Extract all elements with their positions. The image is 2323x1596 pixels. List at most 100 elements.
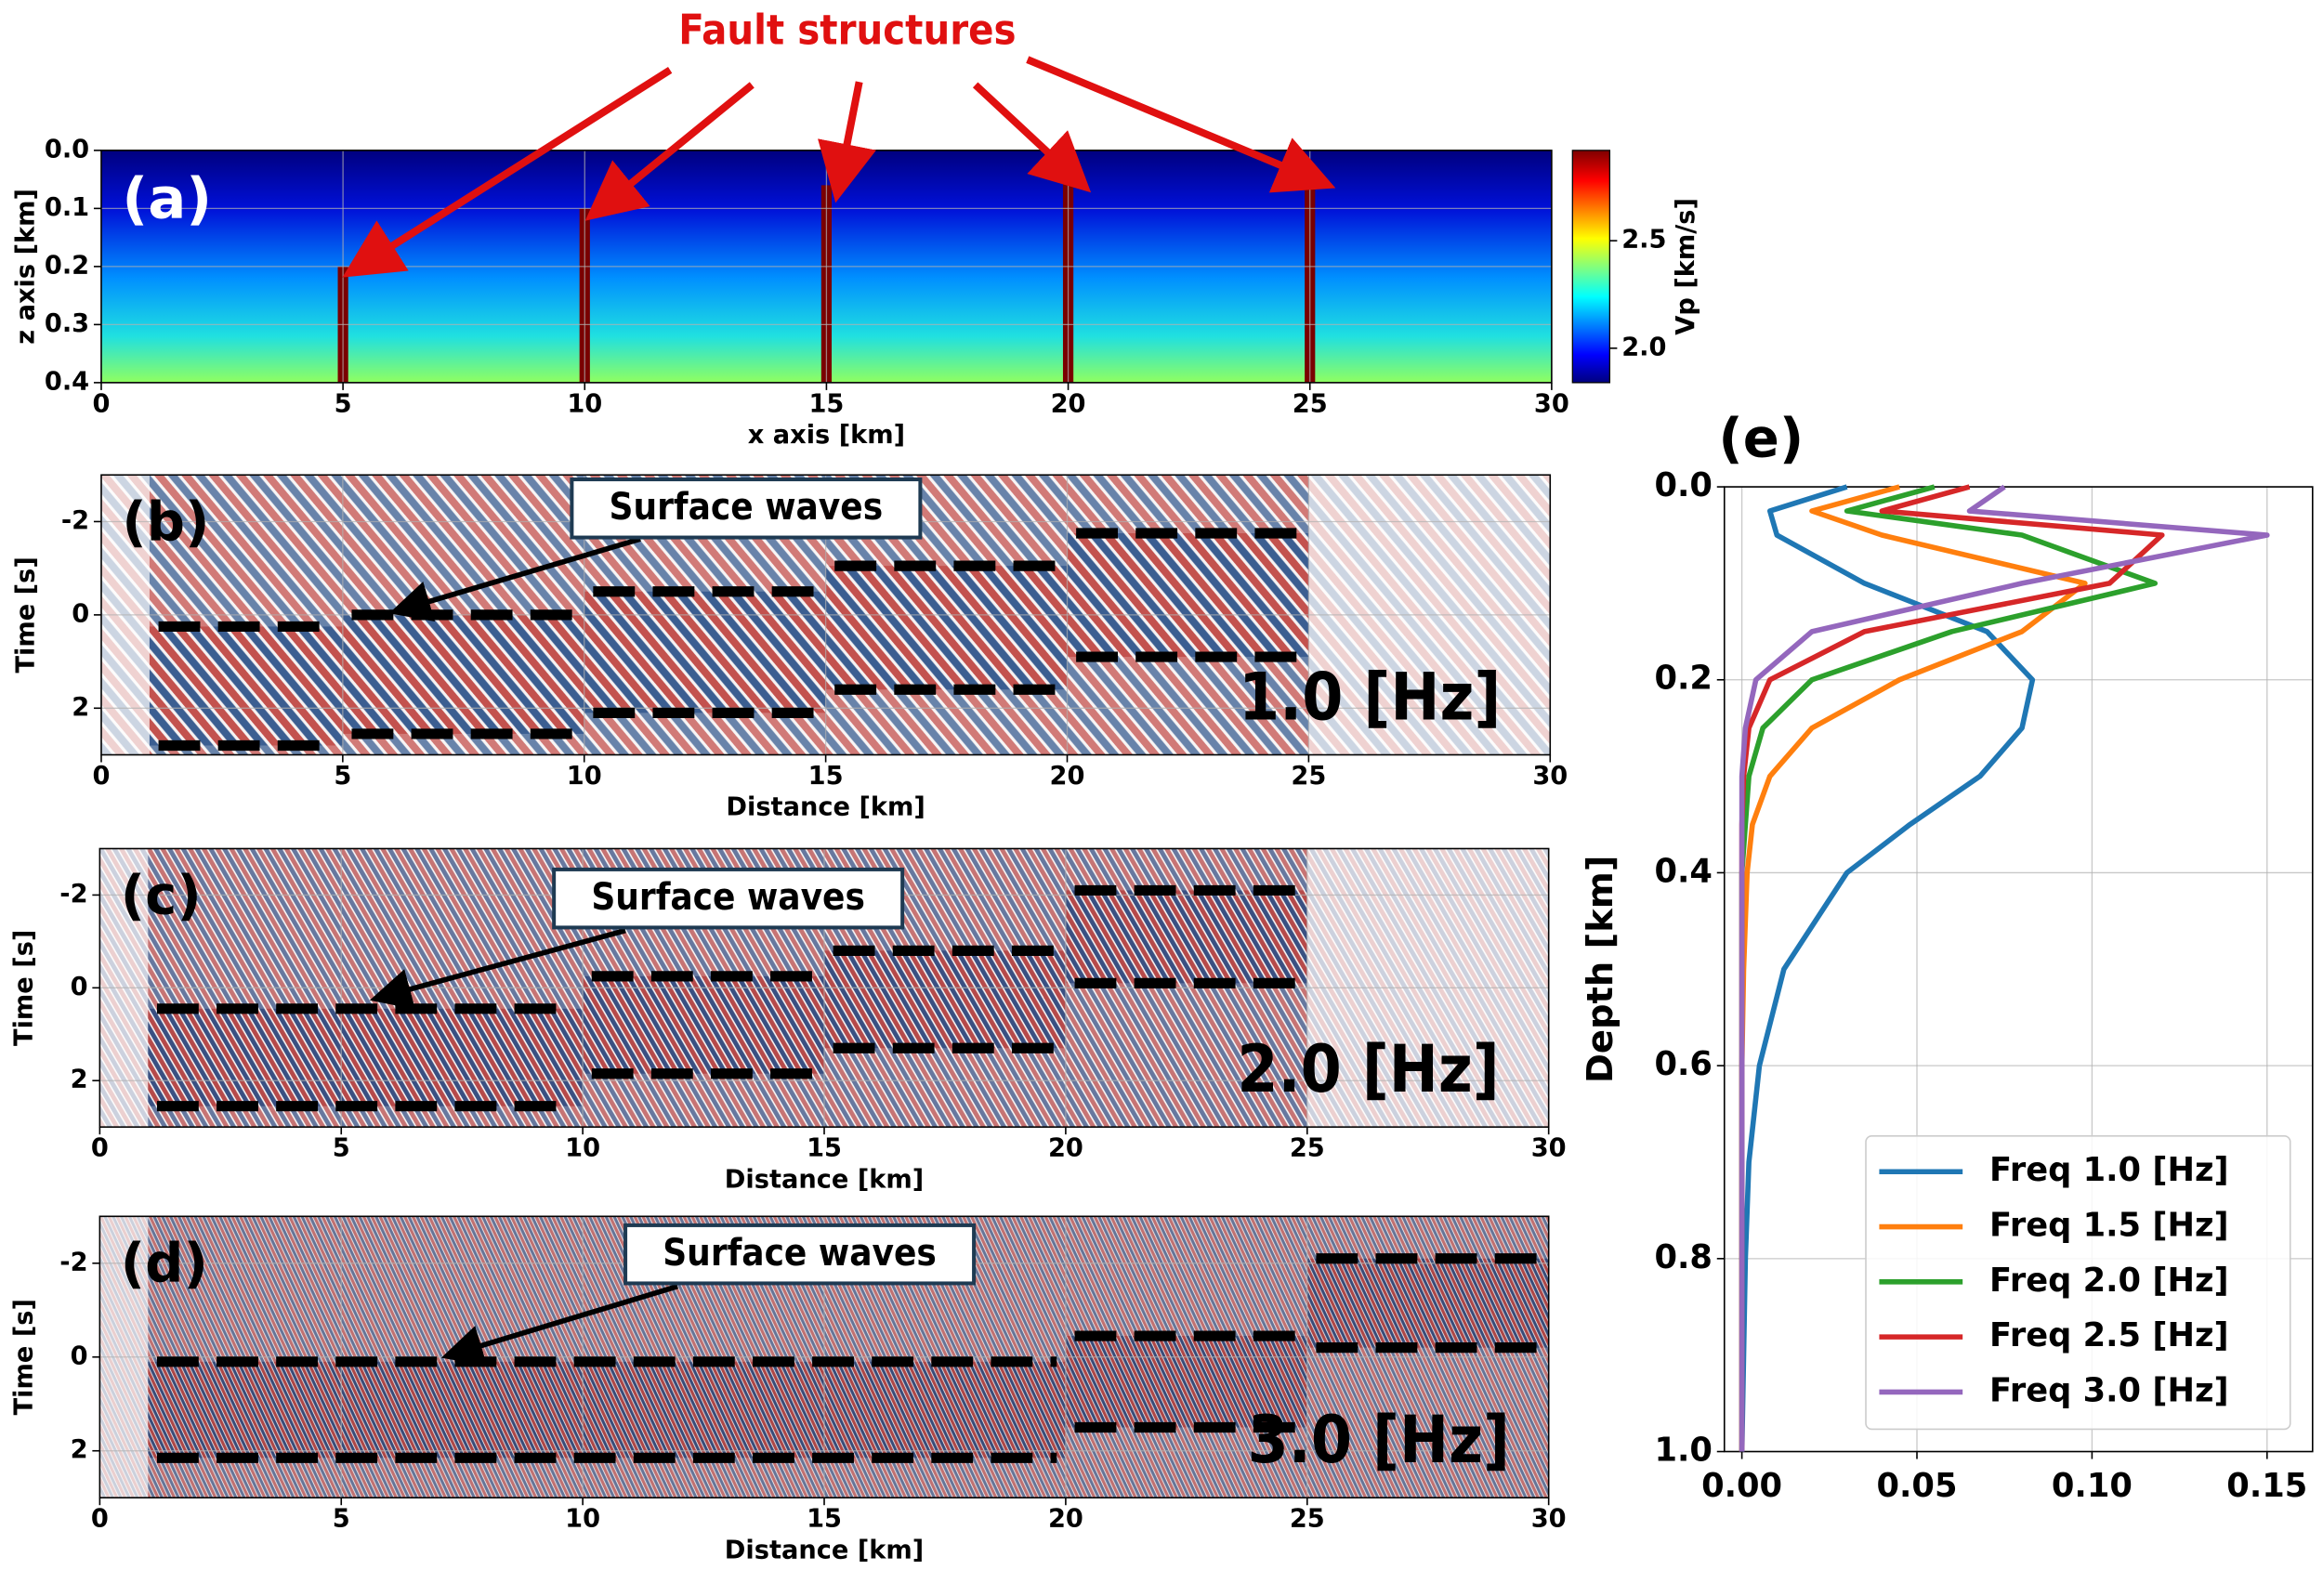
colorbar-label: Vp [km/s] (1672, 198, 1700, 335)
x-tick-label: 10 (567, 389, 602, 418)
y-tick-label: 0.6 (1654, 1045, 1712, 1083)
y-tick-label: 2 (72, 693, 89, 722)
annotation-arrow (342, 66, 673, 278)
legend-box (1865, 1134, 2291, 1431)
y-axis-label: Time [s] (10, 930, 39, 1046)
legend-label: Freq 2.0 [Hz] (1989, 1262, 2229, 1300)
x-tick-label: 25 (1290, 1505, 1325, 1534)
x-tick-label: 5 (335, 389, 352, 418)
y-tick-label: 0 (71, 1341, 88, 1370)
annotation-arrow (440, 1283, 678, 1367)
panel-label: (a) (122, 166, 212, 232)
colorbar-tick-label: 2.5 (1621, 226, 1666, 255)
x-tick-label: 0.00 (1701, 1467, 1782, 1505)
y-tick-label: 0.4 (1654, 852, 1712, 890)
wave-window (824, 950, 1066, 1049)
y-tick-label: 1.0 (1654, 1432, 1712, 1470)
axes-frame (100, 474, 1552, 756)
panel-label: (c) (121, 864, 202, 927)
x-tick-label: 0 (92, 389, 110, 418)
x-tick-label: 20 (1050, 762, 1085, 791)
y-tick-label: -2 (59, 880, 87, 909)
annotation-arrow (584, 82, 755, 221)
colorbar-tick-label: 2.0 (1621, 333, 1666, 361)
y-tick-label: 0.0 (45, 135, 89, 164)
annotation: Surface waves (591, 876, 865, 919)
y-tick-label: 0 (72, 599, 89, 628)
x-tick-label: 10 (565, 1505, 600, 1534)
x-axis-label: Distance [km] (725, 1165, 924, 1194)
x-tick-label: 30 (1531, 1134, 1567, 1163)
y-tick-label: 0.2 (1654, 660, 1712, 698)
x-tick-label: 0.15 (2226, 1467, 2307, 1505)
annotation-arrow (369, 927, 626, 1010)
x-tick-label: 0.05 (1877, 1467, 1958, 1505)
y-tick-label: 0.3 (45, 309, 89, 338)
annotation-box (552, 867, 905, 930)
x-tick-label: 15 (807, 1505, 842, 1534)
x-tick-label: 0.10 (2052, 1467, 2133, 1505)
legend-label: Freq 1.0 [Hz] (1989, 1151, 2229, 1189)
x-tick-label: 0 (91, 1134, 109, 1163)
panel-label: (e) (1718, 407, 1804, 470)
y-tick-label: 0 (71, 973, 88, 1001)
x-tick-label: 25 (1290, 1134, 1325, 1163)
x-tick-label: 30 (1532, 762, 1568, 791)
x-axis-label: x axis [km] (748, 421, 905, 450)
annotation: Fault structures (678, 5, 1016, 54)
x-tick-label: 5 (333, 1134, 350, 1163)
legend-label: Freq 3.0 [Hz] (1989, 1371, 2229, 1409)
y-axis-label: Depth [km] (1580, 856, 1621, 1083)
annotation-arrow (388, 536, 641, 622)
panel-label: (b) (122, 490, 209, 553)
x-tick-label: 0 (92, 762, 110, 791)
x-tick-label: 20 (1048, 1505, 1083, 1534)
series-line (1739, 484, 2270, 1452)
x-tick-label: 20 (1048, 1134, 1083, 1163)
wave-window (1306, 1258, 1549, 1348)
x-tick-label: 15 (808, 762, 844, 791)
annotation: Surface waves (663, 1232, 937, 1275)
y-tick-label: 2 (71, 1066, 88, 1094)
annotation-arrow (818, 81, 876, 203)
y-tick-label: -2 (61, 506, 89, 535)
annotation-arrow (1026, 56, 1336, 193)
panel-label: (d) (121, 1231, 208, 1294)
annotation-box (570, 477, 923, 540)
frequency-label: 2.0 [Hz] (1237, 1031, 1499, 1107)
axes-frame (98, 1215, 1550, 1499)
annotation-arrow (972, 82, 1092, 193)
wave-window (148, 1008, 584, 1106)
wave-window (342, 614, 584, 734)
x-tick-label: 20 (1051, 389, 1086, 418)
y-tick-label: 2 (71, 1435, 88, 1464)
legend-label: Freq 1.5 [Hz] (1989, 1207, 2229, 1245)
y-tick-label: 0.4 (45, 367, 89, 396)
wave-window (1065, 890, 1307, 984)
y-tick-label: 0.8 (1654, 1238, 1712, 1276)
y-tick-label: 0.0 (1654, 466, 1712, 504)
x-axis-label: Distance [km] (725, 1536, 924, 1564)
y-axis-label: z axis [km] (11, 189, 40, 345)
axes-frame (98, 847, 1550, 1128)
x-tick-label: 30 (1534, 389, 1569, 418)
wave-window (148, 1361, 1066, 1459)
y-axis-label: Time [s] (11, 556, 40, 673)
wave-window (1065, 1336, 1307, 1428)
x-tick-label: 30 (1531, 1505, 1567, 1534)
x-tick-label: 5 (334, 762, 351, 791)
x-tick-label: 25 (1291, 762, 1326, 791)
x-tick-label: 15 (807, 1134, 842, 1163)
wave-window (1067, 533, 1309, 658)
x-tick-label: 10 (565, 1134, 600, 1163)
wave-window (583, 975, 825, 1074)
colorbar (1571, 150, 1611, 384)
annotation-box (623, 1223, 977, 1286)
wave-window (825, 566, 1068, 690)
x-tick-label: 0 (91, 1505, 109, 1534)
frequency-label: 1.0 [Hz] (1239, 659, 1501, 735)
y-tick-label: -2 (59, 1248, 87, 1276)
y-tick-label: 0.1 (45, 193, 89, 222)
annotation: Surface waves (610, 486, 884, 529)
